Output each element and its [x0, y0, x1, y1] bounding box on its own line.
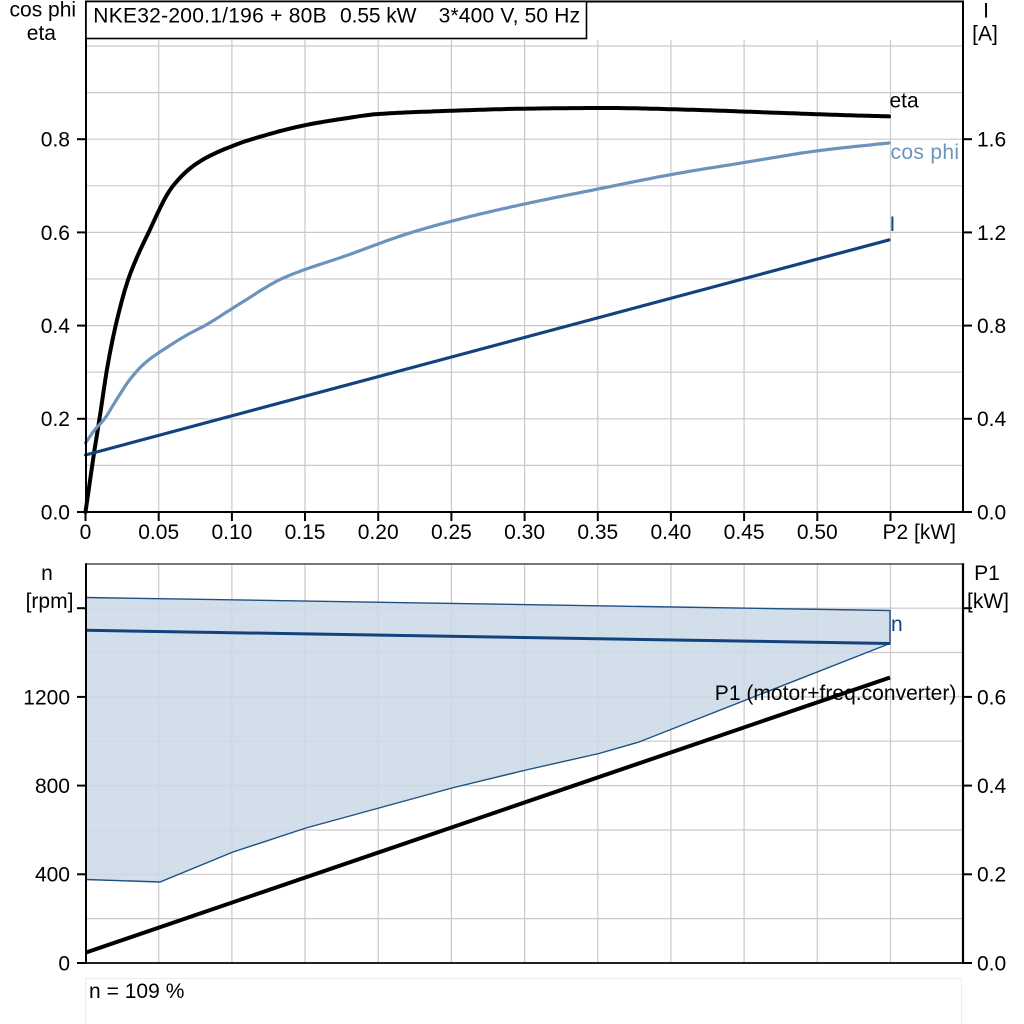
svg-text:0.6: 0.6	[41, 222, 70, 245]
svg-text:0.10: 0.10	[211, 521, 252, 544]
svg-text:0.4: 0.4	[977, 408, 1007, 431]
svg-text:0.0: 0.0	[41, 501, 70, 524]
svg-text:400: 400	[35, 864, 70, 887]
svg-text:I: I	[983, 0, 989, 22]
svg-text:0.35: 0.35	[577, 521, 618, 544]
svg-text:eta: eta	[890, 90, 920, 113]
svg-text:P2 [kW]: P2 [kW]	[882, 521, 956, 544]
svg-text:[kW]: [kW]	[967, 590, 1009, 613]
svg-text:P1: P1	[974, 562, 1000, 585]
svg-text:P1 (motor+freq.converter): P1 (motor+freq.converter)	[715, 682, 957, 705]
svg-text:0.0: 0.0	[977, 952, 1006, 975]
svg-text:0.45: 0.45	[724, 521, 765, 544]
svg-text:[A]: [A]	[972, 22, 998, 45]
svg-text:0.40: 0.40	[650, 521, 691, 544]
svg-text:n: n	[891, 613, 903, 636]
svg-text:0.4: 0.4	[977, 775, 1007, 798]
svg-text:1200: 1200	[23, 686, 70, 709]
svg-text:3*400 V, 50 Hz: 3*400 V, 50 Hz	[439, 5, 580, 28]
svg-text:cos phi: cos phi	[10, 0, 77, 22]
svg-text:n = 109 %: n = 109 %	[89, 980, 184, 1003]
svg-text:1.2: 1.2	[977, 222, 1006, 245]
svg-text:0.30: 0.30	[504, 521, 545, 544]
svg-text:0.6: 0.6	[977, 686, 1006, 709]
svg-text:cos phi: cos phi	[891, 141, 960, 164]
svg-text:0.05: 0.05	[138, 521, 179, 544]
svg-text:0.2: 0.2	[977, 864, 1006, 887]
svg-text:0.50: 0.50	[797, 521, 838, 544]
svg-text:I: I	[890, 213, 896, 236]
svg-text:NKE32-200.1/196 + 80B: NKE32-200.1/196 + 80B	[93, 5, 326, 28]
svg-text:0.15: 0.15	[285, 521, 326, 544]
svg-text:0.8: 0.8	[977, 315, 1006, 338]
svg-text:0.2: 0.2	[41, 408, 70, 431]
svg-text:0.4: 0.4	[41, 315, 71, 338]
svg-text:0: 0	[58, 952, 70, 975]
svg-text:1.6: 1.6	[977, 129, 1006, 152]
svg-text:eta: eta	[27, 22, 57, 45]
svg-text:800: 800	[35, 775, 70, 798]
svg-text:0.25: 0.25	[431, 521, 472, 544]
svg-text:[rpm]: [rpm]	[26, 590, 74, 613]
svg-text:0.0: 0.0	[977, 501, 1006, 524]
svg-text:0: 0	[80, 521, 92, 544]
svg-text:0.8: 0.8	[41, 129, 70, 152]
svg-text:0.20: 0.20	[358, 521, 399, 544]
svg-text:0.55 kW: 0.55 kW	[340, 5, 417, 28]
svg-text:n: n	[41, 562, 53, 585]
